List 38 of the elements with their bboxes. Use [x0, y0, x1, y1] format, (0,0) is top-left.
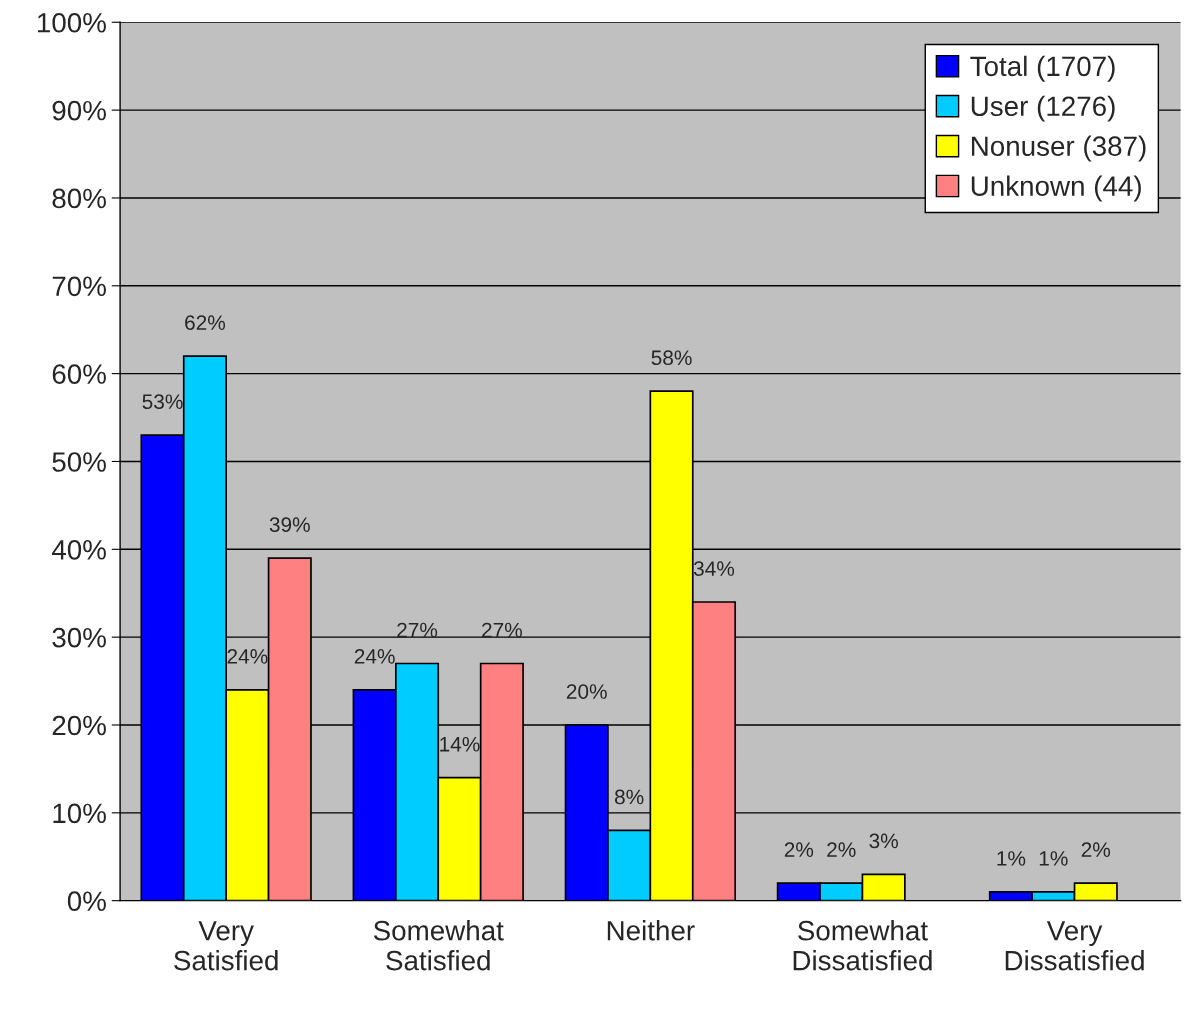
data-label: 2% [784, 842, 814, 857]
data-label: 24% [227, 649, 268, 664]
y-tick-label: 100% [37, 12, 106, 33]
data-label: 58% [651, 350, 692, 366]
x-tick-label: Very Satisfied [174, 921, 278, 971]
data-label: 62% [185, 315, 226, 330]
data-label: 8% [614, 789, 644, 805]
data-label: 39% [269, 517, 310, 533]
x-tick-label: Somewhat Dissatisfied [793, 920, 932, 971]
data-label: 14% [440, 736, 480, 752]
data-label: 1% [997, 851, 1026, 866]
x-tick-label: Very Dissatisfied [1005, 921, 1144, 971]
y-tick-label: 80% [52, 188, 106, 209]
y-tick-label: 30% [52, 627, 106, 648]
data-label: 3% [869, 833, 898, 849]
data-label: 27% [482, 622, 522, 638]
y-tick-label: 0% [67, 891, 106, 912]
legend-label: User (1276) [971, 95, 1115, 122]
y-tick-label: 90% [52, 100, 106, 121]
data-label: 2% [1081, 842, 1111, 857]
data-label: 2% [827, 842, 856, 857]
data-label: 20% [566, 684, 607, 699]
legend-label: Unknown (44) [971, 175, 1141, 202]
y-tick-label: 40% [51, 539, 106, 560]
y-tick-label: 10% [53, 803, 106, 824]
y-tick-label: 20% [52, 715, 106, 736]
y-tick-label: 50% [52, 452, 106, 472]
data-label: 34% [693, 561, 735, 576]
x-tick-label: Neither [607, 920, 695, 941]
data-label: 53% [142, 394, 183, 410]
legend-label: Nonuser (387) [971, 135, 1146, 162]
x-tick-label: Somewhat Satisfied [373, 920, 504, 971]
y-tick-label: 60% [52, 364, 106, 384]
data-label: 24% [354, 649, 395, 664]
legend-label: Total (1707) [970, 55, 1115, 82]
data-label: 1% [1039, 851, 1068, 866]
y-tick-label: 70% [52, 276, 106, 297]
data-label: 27% [397, 622, 438, 638]
